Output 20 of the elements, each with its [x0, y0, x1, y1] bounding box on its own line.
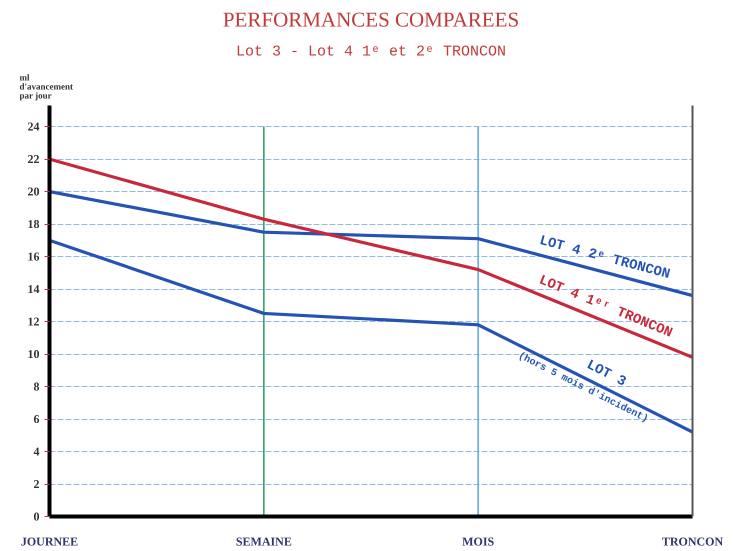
y-tick-label: 20	[28, 184, 40, 199]
x-tick-label: JOURNEE	[20, 534, 78, 548]
y-tick-label: 16	[28, 250, 40, 264]
y-tick-label: 8	[34, 380, 40, 394]
x-tick-label: SEMAINE	[236, 534, 292, 548]
y-tick-label: 18	[28, 217, 40, 232]
chart-title: PERFORMANCES COMPAREES	[222, 8, 520, 32]
y-tick-label: 22	[28, 152, 40, 166]
y-tick-label: 14	[28, 282, 40, 296]
y-axis-title: ml d'avancement par jour	[20, 72, 73, 100]
y-tick-label: 10	[28, 347, 40, 362]
y-tick-label: 4	[34, 444, 40, 459]
x-tick-label: TRONCON	[662, 534, 724, 548]
x-tick-label: MOIS	[462, 534, 494, 548]
y-tick-label: 0	[34, 510, 40, 524]
chart-subtitle: Lot 3 - Lot 4 1ᵉ et 2ᵉ TRONCON	[236, 44, 506, 60]
y-tick-label: 6	[34, 412, 40, 426]
y-tick-label: 12	[28, 314, 40, 329]
y-tick-label: 24	[28, 120, 40, 134]
y-tick-label: 2	[34, 477, 40, 492]
